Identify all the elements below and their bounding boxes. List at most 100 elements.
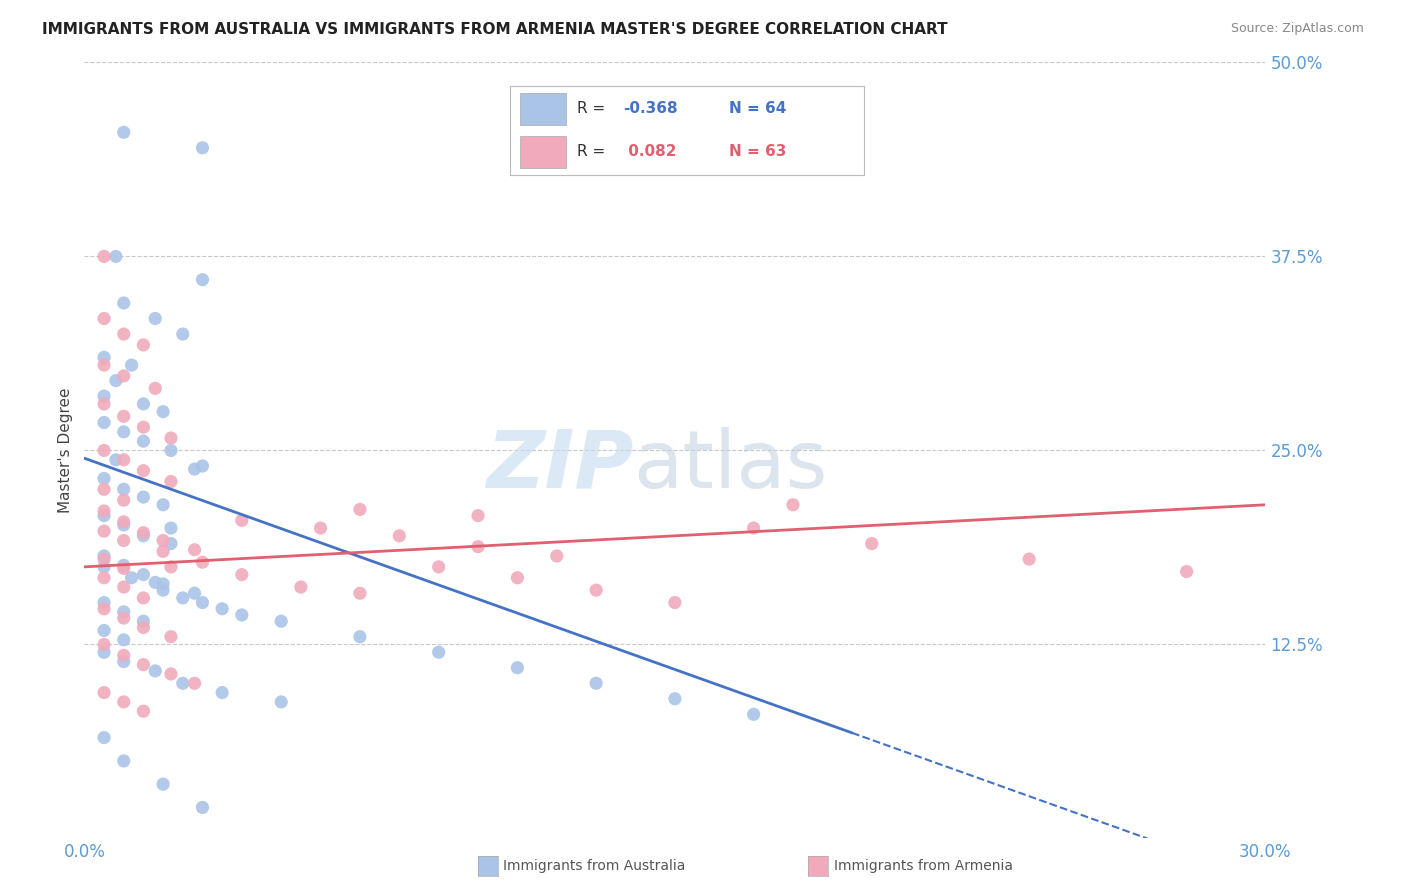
Text: atlas: atlas [634, 427, 828, 505]
Point [132, 525, 155, 540]
Point [93, 311, 115, 326]
Point [112, 425, 135, 439]
Point [191, 596, 214, 610]
Point [112, 754, 135, 768]
Point [427, 560, 450, 574]
Point [93, 249, 115, 264]
Point [112, 695, 135, 709]
Point [183, 676, 205, 690]
Point [160, 536, 183, 550]
Point [93, 731, 115, 745]
Point [467, 508, 489, 523]
Point [93, 397, 115, 411]
Point [93, 443, 115, 458]
Point [211, 601, 233, 615]
Point [664, 691, 686, 706]
Point [388, 529, 411, 543]
Point [506, 571, 529, 585]
Point [132, 567, 155, 582]
Point [231, 607, 253, 622]
Point [112, 518, 135, 533]
Point [152, 583, 174, 598]
Point [93, 685, 115, 699]
Point [93, 483, 115, 497]
Point [160, 431, 183, 445]
Point [132, 434, 155, 449]
Point [152, 533, 174, 548]
Point [143, 381, 166, 395]
Point [211, 685, 233, 699]
Point [664, 596, 686, 610]
Point [742, 521, 765, 535]
Point [191, 273, 214, 287]
Point [132, 657, 155, 672]
Point [152, 405, 174, 419]
Point [132, 397, 155, 411]
Point [93, 416, 115, 430]
Point [160, 443, 183, 458]
Point [183, 586, 205, 600]
Point [191, 800, 214, 814]
Point [93, 596, 115, 610]
Point [112, 580, 135, 594]
Point [93, 637, 115, 651]
Y-axis label: Master's Degree: Master's Degree [58, 388, 73, 513]
Point [104, 374, 127, 388]
Point [270, 695, 292, 709]
Point [143, 311, 166, 326]
Point [349, 586, 371, 600]
Point [93, 508, 115, 523]
Point [270, 614, 292, 628]
Point [290, 580, 312, 594]
Point [112, 515, 135, 529]
Point [506, 661, 529, 675]
Point [121, 358, 143, 372]
Point [160, 521, 183, 535]
Point [112, 611, 135, 625]
Point [160, 667, 183, 681]
Point [132, 591, 155, 605]
Point [172, 591, 194, 605]
Point [132, 338, 155, 352]
Point [112, 409, 135, 424]
Point [93, 504, 115, 518]
Point [231, 567, 253, 582]
Point [112, 648, 135, 663]
Point [132, 490, 155, 504]
Point [93, 471, 115, 485]
Point [152, 544, 174, 558]
Point [132, 529, 155, 543]
Point [112, 655, 135, 669]
Text: Immigrants from Armenia: Immigrants from Armenia [834, 859, 1012, 873]
Point [143, 575, 166, 590]
Point [132, 420, 155, 434]
Point [349, 502, 371, 516]
Point [112, 493, 135, 508]
Point [93, 560, 115, 574]
Point [152, 777, 174, 791]
Point [93, 624, 115, 638]
Point [782, 498, 804, 512]
Point [152, 498, 174, 512]
Point [742, 707, 765, 722]
Point [93, 389, 115, 403]
Point [309, 521, 332, 535]
Point [112, 125, 135, 139]
Point [191, 458, 214, 473]
Point [93, 358, 115, 372]
Point [112, 605, 135, 619]
Point [112, 632, 135, 647]
Point [93, 524, 115, 538]
Point [1175, 565, 1198, 579]
Point [191, 555, 214, 569]
Point [112, 483, 135, 497]
Point [172, 326, 194, 341]
Point [104, 452, 127, 467]
Point [112, 326, 135, 341]
Text: ZIP: ZIP [486, 427, 634, 505]
Point [143, 664, 166, 678]
Point [121, 571, 143, 585]
Text: Source: ZipAtlas.com: Source: ZipAtlas.com [1230, 22, 1364, 36]
Point [112, 368, 135, 383]
Point [160, 560, 183, 574]
